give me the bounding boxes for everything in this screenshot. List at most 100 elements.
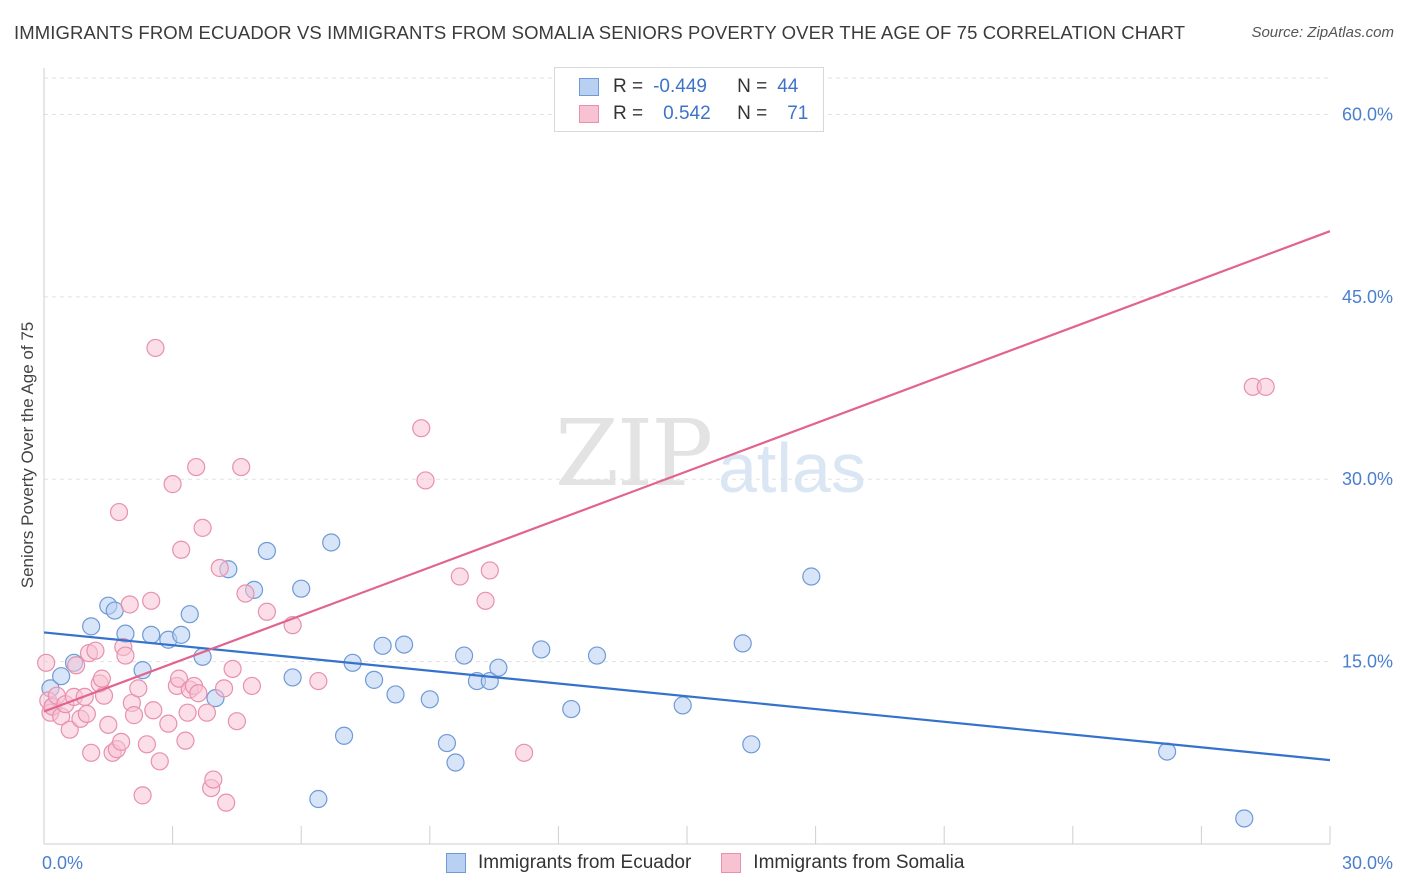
series-legend: Immigrants from Ecuador Immigrants from …: [446, 852, 994, 874]
somalia-point: [112, 732, 131, 751]
watermark-zip: ZIP: [555, 400, 713, 507]
somalia-point: [223, 659, 242, 679]
ecuador-point: [257, 541, 277, 561]
somalia-point: [137, 735, 156, 754]
ecuador-point: [292, 579, 311, 598]
ecuador-point: [364, 670, 384, 689]
legend-swatch-ecuador: [579, 78, 599, 96]
legend-swatch-somalia: [721, 853, 742, 873]
ecuador-point: [454, 646, 474, 665]
legend-n-label: N =: [737, 76, 768, 97]
somalia-point: [204, 770, 223, 789]
legend-n-value: 44: [777, 76, 799, 97]
x-tick-label: 30.0%: [1342, 853, 1393, 873]
ecuador-point: [133, 661, 152, 680]
somalia-point: [169, 669, 189, 688]
somalia-point: [257, 602, 277, 621]
somalia-point: [124, 706, 144, 725]
somalia-point: [144, 701, 163, 720]
ecuador-point: [394, 635, 414, 654]
somalia-point: [176, 731, 195, 750]
ecuador-point: [1158, 742, 1177, 761]
ecuador-point: [82, 617, 101, 636]
ecuador-point: [733, 634, 752, 653]
source-label: Source: ZipAtlas.com: [1251, 24, 1394, 41]
somalia-point: [197, 703, 216, 722]
legend-r-value: 0.542: [663, 103, 711, 124]
legend-swatch-ecuador: [446, 853, 466, 873]
somalia-point: [163, 475, 182, 494]
ecuador-point: [373, 636, 392, 655]
y-tick-label: 60.0%: [1342, 104, 1393, 124]
somalia-point: [116, 646, 135, 665]
somalia-point: [480, 561, 499, 580]
ecuador-point: [172, 625, 191, 644]
somalia-point: [214, 679, 234, 698]
ecuador-point: [489, 658, 508, 677]
somalia-point: [120, 595, 139, 614]
grid-lines: [44, 77, 1330, 663]
y-tick-label: 15.0%: [1342, 652, 1393, 672]
ecuador-point: [587, 646, 607, 665]
somalia-point: [236, 584, 255, 603]
somalia-point: [150, 752, 169, 771]
somalia-point: [189, 684, 208, 703]
ecuador-point: [437, 733, 457, 753]
trend-lines: [43, 230, 1331, 762]
somalia-point: [133, 786, 152, 805]
somalia-point: [416, 471, 435, 490]
ecuador-point: [386, 685, 405, 704]
y-tick-labels: 15.0% 30.0% 45.0% 60.0%: [1342, 104, 1393, 671]
x-tick-labels: 0.0% 30.0%: [42, 853, 1393, 873]
somalia-point: [242, 676, 262, 696]
ecuador-point: [180, 605, 199, 624]
chart-title: IMMIGRANTS FROM ECUADOR VS IMMIGRANTS FR…: [14, 22, 1186, 43]
legend-r-value: -0.449: [653, 76, 707, 97]
legend-row-ecuador: R = -0.449 N = 44: [579, 75, 798, 99]
somalia-point: [142, 591, 161, 610]
somalia-point: [450, 567, 469, 586]
somalia-point: [515, 743, 534, 762]
legend-n-label: N =: [737, 103, 768, 124]
somalia-point: [159, 714, 178, 733]
legend-label-somalia: Immigrants from Somalia: [753, 852, 965, 873]
somalia-point: [60, 720, 79, 739]
ecuador-point: [322, 533, 341, 552]
legend-r-label: R =: [613, 76, 644, 97]
somalia-point: [82, 743, 101, 762]
ecuador-point: [142, 625, 161, 644]
legend-item-somalia: Immigrants from Somalia: [721, 852, 964, 874]
somalia-point: [412, 419, 431, 438]
trend-line-ecuador: [43, 631, 1331, 762]
somalia-point: [172, 540, 191, 559]
somalia-point: [193, 518, 212, 537]
ecuador-point: [742, 735, 761, 754]
watermark-atlas: atlas: [718, 429, 866, 507]
ecuador-point: [309, 789, 328, 809]
somalia-point: [86, 641, 105, 660]
ecuador-point: [562, 699, 581, 719]
trend-line-somalia: [43, 230, 1331, 713]
ecuador-point: [673, 696, 692, 715]
legend-label-ecuador: Immigrants from Ecuador: [478, 852, 692, 873]
somalia-point: [92, 669, 111, 688]
ecuador-point: [334, 726, 354, 745]
ecuador-point: [802, 567, 821, 586]
somalia-point: [227, 712, 246, 731]
legend-item-ecuador: Immigrants from Ecuador: [446, 852, 691, 874]
x-tick-label: 0.0%: [42, 853, 83, 873]
somalia-point: [129, 679, 148, 698]
ecuador-point: [446, 753, 465, 772]
somalia-point: [217, 793, 236, 812]
somalia-point: [476, 591, 495, 610]
somalia-point: [99, 715, 118, 734]
legend-swatch-somalia: [579, 105, 599, 123]
somalia-point: [210, 558, 229, 578]
somalia-point: [187, 457, 206, 477]
ecuador-point: [283, 668, 302, 687]
somalia-point: [309, 671, 328, 691]
legend-row-somalia: R = 0.542 N = 71: [579, 102, 808, 126]
somalia-point: [67, 656, 86, 675]
somalia-point: [77, 704, 96, 724]
